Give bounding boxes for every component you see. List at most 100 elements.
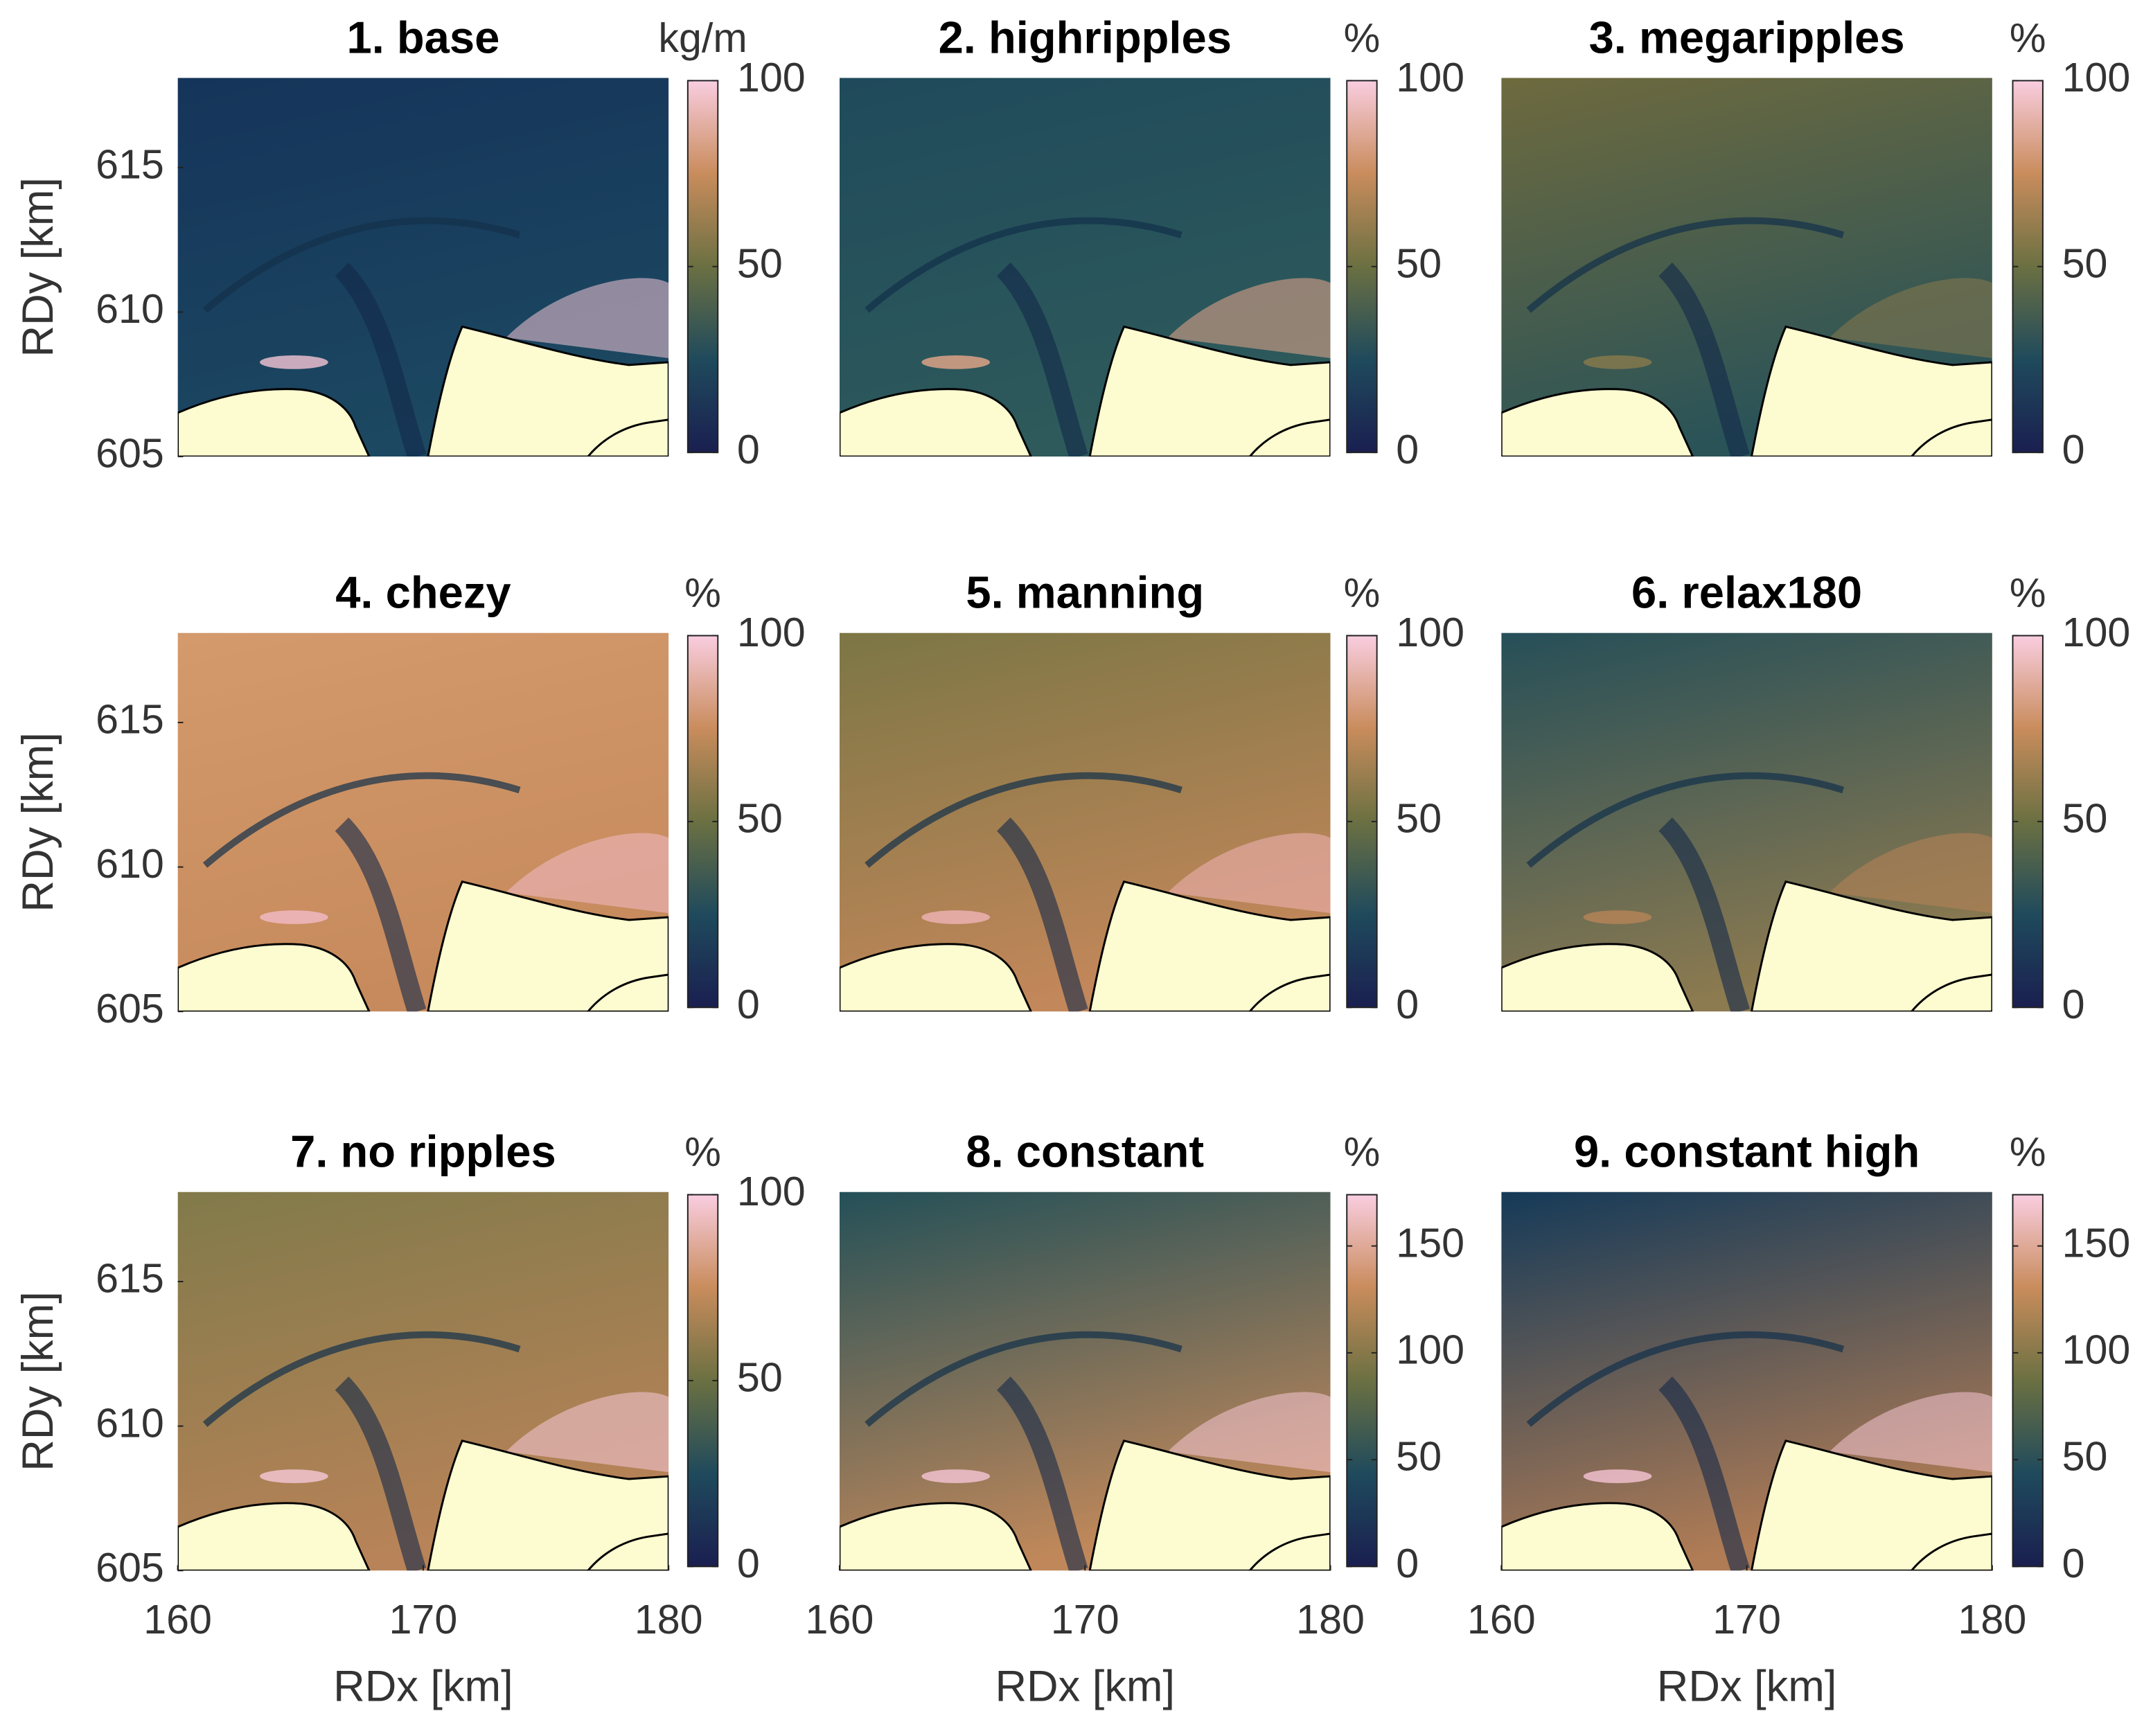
- field-front: [1526, 217, 1845, 313]
- panel-title: 7. no ripples: [290, 1126, 556, 1177]
- land: [586, 973, 669, 1012]
- colorbar-tick-label: 50: [2062, 240, 2108, 286]
- field-patch: [506, 833, 669, 914]
- field-front: [1526, 1331, 1845, 1427]
- field-channel: [335, 817, 427, 1012]
- field-shoal: [1583, 910, 1652, 924]
- field-channel: [335, 262, 427, 457]
- colorbar-label: %: [1344, 1128, 1381, 1175]
- land: [1501, 388, 1694, 457]
- colorbar-label: %: [2010, 15, 2046, 61]
- land: [1910, 1532, 1992, 1571]
- panel: 6. relax180 % 0 50 100: [1501, 567, 2130, 1027]
- land: [839, 388, 1032, 457]
- panel: 2. highripples % 0 50 100: [839, 12, 1464, 472]
- y-tick-label: 615: [96, 141, 164, 187]
- land: [586, 418, 669, 457]
- field-patch: [1167, 278, 1331, 358]
- colorbar-tick-label: 150: [2062, 1219, 2131, 1266]
- colorbar-tick-label: 150: [1396, 1219, 1464, 1266]
- colorbar-label: %: [684, 1128, 721, 1175]
- y-tick-label: 605: [96, 1544, 164, 1591]
- land: [1910, 418, 1992, 457]
- field-shoal: [260, 910, 328, 924]
- field-shoal: [921, 910, 991, 924]
- colorbar-tick-label: 0: [2062, 426, 2085, 472]
- y-axis-label: RDy [km]: [14, 732, 62, 912]
- colorbar-tick-label: 100: [1396, 609, 1464, 655]
- colorbar-label: %: [2010, 1128, 2046, 1175]
- colorbar-tick-label: 100: [737, 54, 806, 100]
- field-patch: [1167, 1392, 1331, 1473]
- field-channel: [335, 1376, 427, 1571]
- colorbar-tick-label: 100: [1396, 1327, 1464, 1373]
- colorbar-tick-label: 100: [2062, 54, 2131, 100]
- colorbar-tick-label: 0: [1396, 981, 1419, 1027]
- colorbar-tick-label: 50: [1396, 1433, 1442, 1480]
- x-tick-label: 180: [1296, 1596, 1365, 1642]
- field: [839, 632, 1331, 1012]
- panel-title: 4. chezy: [335, 567, 511, 618]
- land: [177, 388, 371, 457]
- land: [839, 943, 1032, 1012]
- y-axis-label: RDy [km]: [14, 177, 62, 357]
- field: [1501, 1192, 1992, 1571]
- colorbar: [1346, 1194, 1378, 1568]
- colorbar-tick-label: 100: [1396, 54, 1464, 100]
- panel: 3. megaripples % 0 50 100: [1501, 12, 2130, 472]
- y-tick-label: 615: [96, 1255, 164, 1302]
- panel: 7. no ripples % 0 50 100 605 610 615 RDy [km] 160…: [14, 1126, 806, 1711]
- field-shoal: [921, 1469, 991, 1483]
- panel-title: 1. base: [346, 12, 499, 62]
- colorbar-label: %: [1344, 15, 1381, 61]
- x-tick-label: 170: [1712, 1596, 1781, 1642]
- colorbar-tick-label: 0: [1396, 426, 1419, 472]
- field-patch: [1167, 833, 1331, 914]
- field-front: [865, 1331, 1182, 1427]
- panel: 4. chezy % 0 50 100 605 610 615 RDy [km]: [14, 567, 806, 1031]
- land: [586, 1532, 669, 1571]
- colorbar-tick-label: 0: [737, 981, 760, 1027]
- land: [177, 943, 371, 1012]
- field-channel: [1658, 1376, 1750, 1571]
- land: [1750, 880, 1992, 1012]
- y-tick-label: 610: [96, 1399, 164, 1446]
- field: [177, 1192, 669, 1571]
- colorbar-tick-label: 100: [737, 1168, 806, 1214]
- field-shoal: [260, 355, 328, 369]
- land: [1910, 973, 1992, 1012]
- panel-title: 8. constant: [966, 1126, 1204, 1177]
- y-axis-label: RDy [km]: [14, 1291, 62, 1471]
- panel-title: 3. megaripples: [1589, 12, 1905, 62]
- colorbar-tick-label: 50: [1396, 795, 1442, 842]
- panel-title: 5. manning: [966, 567, 1204, 618]
- field: [839, 78, 1331, 457]
- x-tick-label: 160: [143, 1596, 212, 1642]
- land: [1501, 1502, 1694, 1571]
- colorbar-tick-label: 50: [737, 795, 783, 842]
- panel-title: 6. relax180: [1631, 567, 1862, 618]
- colorbar-tick-label: 100: [2062, 609, 2131, 655]
- field-shoal: [1583, 1469, 1652, 1483]
- field-front: [865, 772, 1182, 868]
- field-front: [202, 1331, 521, 1427]
- y-tick-label: 615: [96, 696, 164, 743]
- field-patch: [506, 1392, 669, 1473]
- field-shoal: [260, 1469, 328, 1483]
- land: [1088, 325, 1331, 457]
- field-patch: [1830, 1392, 1992, 1473]
- field-shoal: [921, 355, 991, 369]
- land: [177, 1502, 371, 1571]
- x-tick-label: 160: [1467, 1596, 1536, 1642]
- field-channel: [1658, 817, 1750, 1012]
- panel: 1. base kg/m 0 50 100 605 610 615 RDy [km]: [14, 12, 806, 476]
- field-channel: [1658, 262, 1750, 457]
- field: [177, 78, 669, 457]
- x-tick-label: 160: [806, 1596, 874, 1642]
- x-tick-label: 180: [635, 1596, 703, 1642]
- colorbar-tick-label: 0: [2062, 1540, 2085, 1586]
- colorbar-label: %: [2010, 569, 2046, 616]
- colorbar-tick-label: 50: [2062, 1433, 2108, 1480]
- colorbar: [2012, 1194, 2044, 1568]
